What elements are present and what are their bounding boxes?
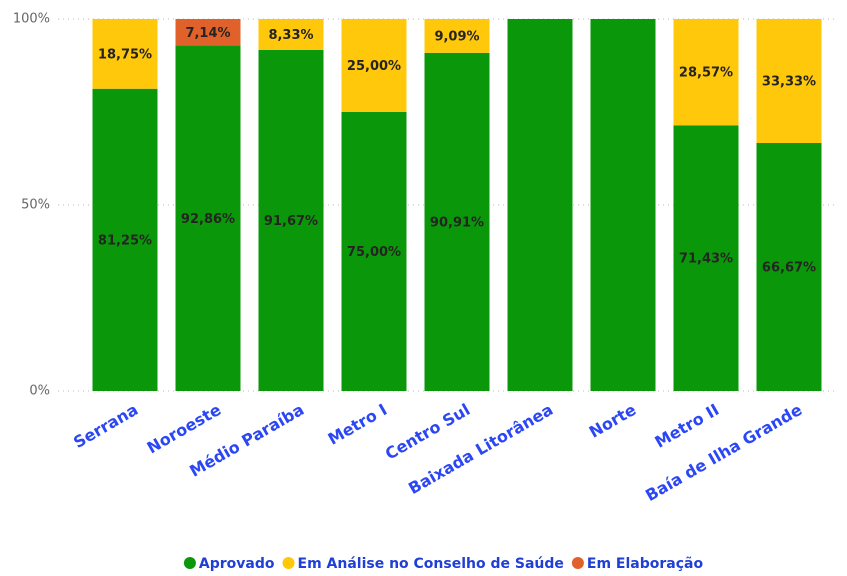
legend-marker [183, 557, 196, 569]
bar-segment [92, 88, 158, 391]
bar-segment [175, 45, 241, 392]
data-label: 91,67% [264, 214, 318, 229]
legend-marker [282, 557, 295, 569]
data-label: 28,57% [679, 66, 733, 81]
x-tick-label: Metro II [651, 400, 722, 452]
x-tick-label: Metro I [325, 400, 391, 449]
bar-segment [756, 19, 822, 143]
data-label: 9,09% [434, 29, 479, 44]
bar-segment [175, 19, 241, 46]
x-tick-label: Norte [586, 400, 640, 442]
data-label: 8,33% [268, 28, 313, 43]
x-tick-label: Baía de Ilha Grande [642, 400, 805, 505]
x-tick-label: Baixada Litorânea [405, 400, 556, 498]
bar-segment [424, 52, 490, 392]
bar-segment [673, 19, 739, 126]
bar-segment [590, 19, 656, 391]
bar-segment [341, 19, 407, 112]
data-label: 18,75% [98, 47, 152, 62]
bar-segment [673, 125, 739, 392]
y-tick-label: 0% [29, 384, 50, 399]
data-label: 66,67% [762, 260, 816, 275]
x-tick-label: Serrana [70, 400, 141, 452]
bar-segment [507, 19, 573, 391]
data-label: 75,00% [347, 245, 401, 260]
data-label: 81,25% [98, 233, 152, 248]
data-label: 25,00% [347, 59, 401, 74]
legend-label: Aprovado [199, 556, 275, 572]
data-label: 90,91% [430, 215, 484, 230]
bar-segment [92, 19, 158, 89]
bar-segment [341, 112, 407, 391]
bar-segment [258, 19, 324, 50]
legend-label: Em Análise no Conselho de Saúde [298, 556, 564, 572]
legend-label: Em Elaboração [587, 556, 704, 572]
data-label: 7,14% [185, 26, 230, 41]
legend-marker [571, 557, 584, 569]
bar-segment [258, 49, 324, 391]
y-tick-label: 100% [13, 12, 50, 27]
bar-segment [756, 142, 822, 391]
data-label: 33,33% [762, 74, 816, 89]
bar-segment [424, 19, 490, 53]
data-label: 92,86% [181, 212, 235, 227]
legend: Aprovado Em Análise no Conselho de Saúde E… [183, 556, 704, 572]
y-tick-label: 50% [21, 198, 50, 213]
data-label: 71,43% [679, 252, 733, 267]
